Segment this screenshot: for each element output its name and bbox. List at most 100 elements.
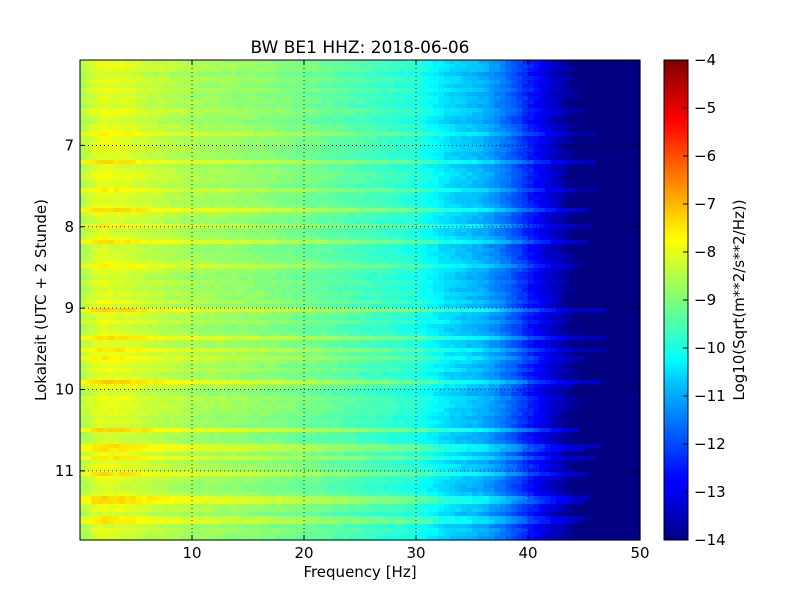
heatmap-cell bbox=[393, 124, 400, 129]
heatmap-cell bbox=[438, 180, 445, 185]
heatmap-cell bbox=[309, 152, 316, 157]
heatmap-cell bbox=[634, 100, 641, 105]
heatmap-cell bbox=[360, 160, 367, 165]
heatmap-cell bbox=[404, 180, 411, 185]
heatmap-cell bbox=[544, 92, 551, 97]
heatmap-cell bbox=[483, 156, 490, 161]
heatmap-cell bbox=[130, 72, 137, 77]
heatmap-cell bbox=[466, 200, 473, 205]
heatmap-cell bbox=[561, 124, 568, 129]
heatmap-cell bbox=[136, 164, 143, 169]
heatmap-cell bbox=[511, 60, 518, 65]
heatmap-cell bbox=[91, 184, 98, 189]
heatmap-cell bbox=[225, 164, 232, 169]
heatmap-cell bbox=[270, 228, 277, 233]
heatmap-cell bbox=[197, 188, 204, 193]
heatmap-cell bbox=[264, 200, 271, 205]
heatmap-cell bbox=[214, 104, 221, 109]
heatmap-cell bbox=[197, 76, 204, 81]
heatmap-cell bbox=[544, 144, 551, 149]
heatmap-cell bbox=[606, 172, 613, 177]
heatmap-cell bbox=[444, 84, 451, 89]
heatmap-cell bbox=[281, 176, 288, 181]
heatmap-cell bbox=[281, 88, 288, 93]
heatmap-cell bbox=[326, 124, 333, 129]
heatmap-cell bbox=[444, 132, 451, 137]
heatmap-cell bbox=[119, 100, 126, 105]
heatmap-cell bbox=[225, 256, 232, 261]
heatmap-cell bbox=[175, 120, 182, 125]
heatmap-cell bbox=[449, 60, 456, 65]
heatmap-cell bbox=[522, 204, 529, 209]
heatmap-cell bbox=[85, 128, 92, 133]
heatmap-cell bbox=[404, 68, 411, 73]
heatmap-cell bbox=[315, 60, 322, 65]
heatmap-cell bbox=[108, 84, 115, 89]
heatmap-cell bbox=[449, 68, 456, 73]
heatmap-cell bbox=[421, 200, 428, 205]
heatmap-cell bbox=[208, 120, 215, 125]
heatmap-cell bbox=[136, 248, 143, 253]
heatmap-cell bbox=[427, 68, 434, 73]
heatmap-cell bbox=[164, 244, 171, 249]
heatmap-cell bbox=[393, 240, 400, 245]
heatmap-cell bbox=[365, 180, 372, 185]
heatmap-cell bbox=[416, 208, 423, 213]
heatmap-cell bbox=[500, 248, 507, 253]
heatmap-cell bbox=[522, 120, 529, 125]
heatmap-cell bbox=[556, 204, 563, 209]
heatmap-cell bbox=[259, 240, 266, 245]
heatmap-cell bbox=[102, 160, 109, 165]
heatmap-cell bbox=[572, 200, 579, 205]
heatmap-cell bbox=[460, 224, 467, 229]
heatmap-cell bbox=[584, 220, 591, 225]
heatmap-cell bbox=[494, 252, 501, 257]
heatmap-cell bbox=[332, 216, 339, 221]
heatmap-cell bbox=[500, 84, 507, 89]
heatmap-cell bbox=[253, 76, 260, 81]
heatmap-cell bbox=[472, 64, 479, 69]
heatmap-cell bbox=[516, 132, 523, 137]
heatmap-cell bbox=[281, 200, 288, 205]
heatmap-cell bbox=[281, 132, 288, 137]
heatmap-cell bbox=[270, 200, 277, 205]
heatmap-cell bbox=[91, 196, 98, 201]
heatmap-cell bbox=[416, 160, 423, 165]
heatmap-cell bbox=[152, 72, 159, 77]
heatmap-cell bbox=[225, 88, 232, 93]
heatmap-cell bbox=[348, 252, 355, 257]
heatmap-cell bbox=[203, 132, 210, 137]
heatmap-cell bbox=[595, 108, 602, 113]
heatmap-cell bbox=[371, 152, 378, 157]
heatmap-cell bbox=[421, 240, 428, 245]
heatmap-cell bbox=[488, 248, 495, 253]
heatmap-cell bbox=[472, 120, 479, 125]
heatmap-cell bbox=[231, 156, 238, 161]
heatmap-cell bbox=[315, 184, 322, 189]
heatmap-cell bbox=[248, 92, 255, 97]
heatmap-cell bbox=[427, 232, 434, 237]
heatmap-cell bbox=[589, 228, 596, 233]
heatmap-cell bbox=[309, 232, 316, 237]
heatmap-cell bbox=[343, 200, 350, 205]
heatmap-cell bbox=[539, 152, 546, 157]
heatmap-cell bbox=[96, 140, 103, 145]
heatmap-cell bbox=[388, 204, 395, 209]
heatmap-cell bbox=[169, 120, 176, 125]
heatmap-cell bbox=[505, 196, 512, 201]
heatmap-cell bbox=[438, 84, 445, 89]
heatmap-cell bbox=[108, 136, 115, 141]
heatmap-cell bbox=[539, 80, 546, 85]
heatmap-cell bbox=[102, 200, 109, 205]
heatmap-cell bbox=[164, 84, 171, 89]
heatmap-cell bbox=[96, 100, 103, 105]
heatmap-cell bbox=[455, 240, 462, 245]
heatmap-cell bbox=[572, 60, 579, 65]
heatmap-cell bbox=[164, 180, 171, 185]
heatmap-cell bbox=[572, 176, 579, 181]
heatmap-cell bbox=[276, 144, 283, 149]
heatmap-cell bbox=[343, 180, 350, 185]
heatmap-cell bbox=[147, 160, 154, 165]
heatmap-cell bbox=[348, 212, 355, 217]
heatmap-cell bbox=[360, 76, 367, 81]
